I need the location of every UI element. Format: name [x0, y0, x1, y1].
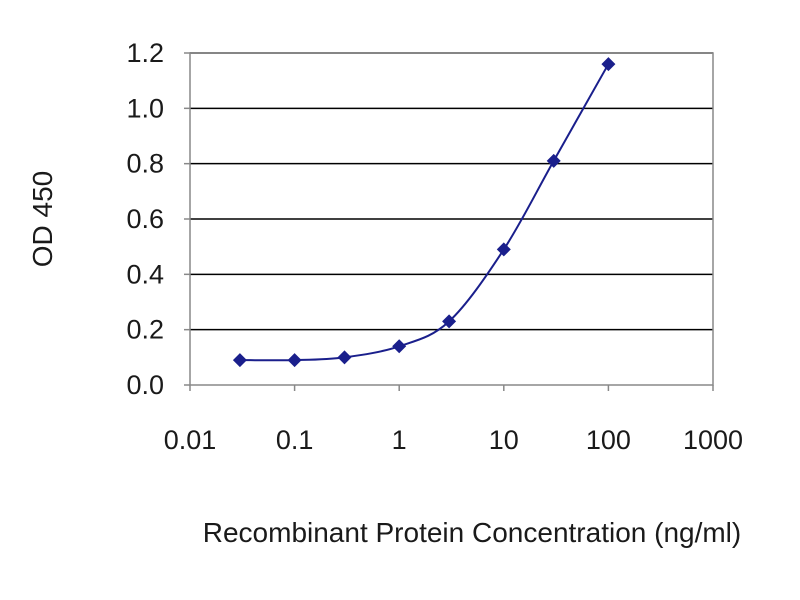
y-tick-label: 0.0: [126, 370, 164, 400]
x-tick-label: 1: [392, 425, 407, 455]
data-point-1: [287, 353, 302, 368]
x-tick-label: 100: [586, 425, 631, 455]
data-points: [232, 57, 616, 368]
data-point-6: [546, 153, 561, 168]
data-point-3: [392, 339, 407, 354]
data-point-7: [601, 57, 616, 72]
data-point-5: [496, 242, 511, 257]
y-axis-title: OD 450: [27, 171, 58, 268]
y-tick-label: 0.8: [126, 149, 164, 179]
y-tick-label: 1.2: [126, 38, 164, 68]
x-axis-title: Recombinant Protein Concentration (ng/ml…: [203, 517, 741, 548]
data-point-2: [337, 350, 352, 365]
y-tick-label: 0.4: [126, 259, 164, 289]
x-tick-label: 0.01: [164, 425, 217, 455]
data-point-4: [442, 314, 457, 329]
data-point-0: [232, 353, 247, 368]
x-tick-label: 10: [489, 425, 519, 455]
gridlines: [190, 52, 713, 331]
y-tick-label: 1.0: [126, 93, 164, 123]
y-tick-label: 0.2: [126, 315, 164, 345]
x-tick-label: 1000: [683, 425, 743, 455]
y-tick-label: 0.6: [126, 204, 164, 234]
x-tick-label: 0.1: [276, 425, 314, 455]
y-axis: 0.0 0.2 0.4 0.6 0.8 1.0 1.2: [126, 38, 190, 400]
x-axis: 0.01 0.1 1 10 100 1000: [164, 385, 743, 455]
